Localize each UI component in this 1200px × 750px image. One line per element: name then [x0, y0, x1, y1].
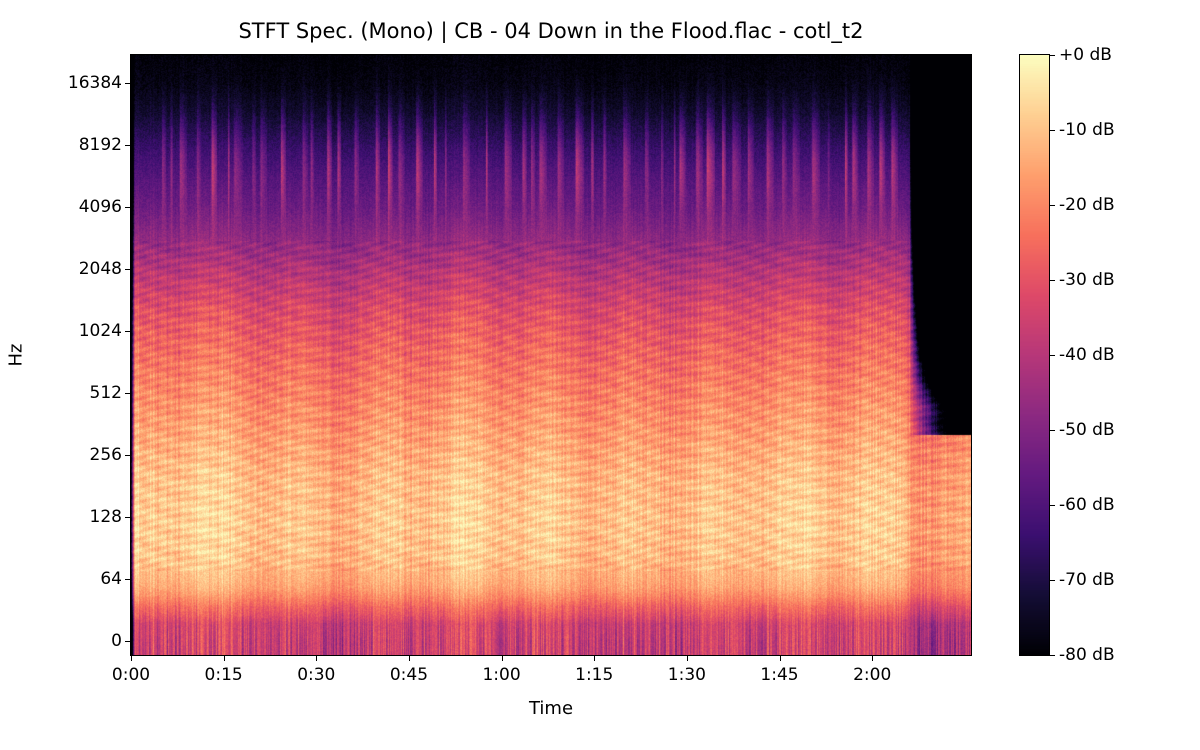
- y-tick-label: 8192: [78, 135, 122, 155]
- y-tick-label: 256: [89, 445, 122, 465]
- y-tick-label: 2048: [78, 259, 122, 279]
- x-tick-mark: [408, 656, 410, 661]
- x-tick-label: 0:00: [111, 665, 151, 685]
- colorbar-tick-label: +0 dB: [1059, 45, 1112, 65]
- y-tick-label: 4096: [78, 197, 122, 217]
- x-tick-mark: [316, 656, 318, 661]
- spectrogram-canvas: [131, 55, 971, 655]
- x-tick-label: 0:30: [297, 665, 336, 685]
- x-tick-label: 0:15: [204, 665, 243, 685]
- x-tick-label: 1:45: [760, 665, 799, 685]
- x-tick-label: 1:30: [667, 665, 706, 685]
- colorbar-tick-mark: [1050, 580, 1055, 581]
- y-tick-mark: [125, 393, 130, 394]
- colorbar-tick-mark: [1050, 505, 1055, 506]
- y-tick-mark: [125, 145, 130, 146]
- colorbar-tick-label: -80 dB: [1059, 645, 1115, 665]
- colorbar-tick-mark: [1050, 130, 1055, 131]
- colorbar-tick-label: -60 dB: [1059, 495, 1115, 515]
- y-tick-mark: [125, 207, 130, 208]
- colorbar-canvas: [1020, 55, 1049, 655]
- y-tick-mark: [125, 579, 130, 580]
- y-tick-label: 0: [111, 631, 122, 651]
- y-tick-label: 512: [89, 383, 122, 403]
- x-tick-mark: [686, 656, 688, 661]
- colorbar-tick-label: -50 dB: [1059, 420, 1115, 440]
- x-tick-mark: [501, 656, 503, 661]
- y-tick-mark: [125, 641, 130, 642]
- x-tick-label: 1:15: [575, 665, 614, 685]
- chart-title: STFT Spec. (Mono) | CB - 04 Down in the …: [238, 19, 864, 43]
- colorbar-tick-mark: [1050, 655, 1055, 656]
- x-tick-label: 0:45: [389, 665, 429, 685]
- y-tick-mark: [125, 331, 130, 332]
- y-tick-label: 64: [100, 569, 122, 589]
- x-tick-mark: [131, 656, 132, 661]
- plot-area: [130, 54, 972, 656]
- colorbar-tick-mark: [1050, 55, 1055, 56]
- colorbar-tick-mark: [1050, 280, 1055, 281]
- colorbar-tick-label: -30 dB: [1059, 270, 1115, 290]
- colorbar-tick-mark: [1050, 355, 1055, 356]
- x-tick-mark: [223, 656, 225, 661]
- y-tick-mark: [125, 269, 130, 270]
- colorbar-tick-label: -20 dB: [1059, 195, 1115, 215]
- y-tick-label: 1024: [78, 321, 122, 341]
- x-axis-label: Time: [528, 698, 574, 719]
- colorbar-tick-label: -40 dB: [1059, 345, 1115, 365]
- colorbar-tick-label: -10 dB: [1059, 120, 1115, 140]
- x-tick-mark: [872, 656, 874, 661]
- y-tick-mark: [125, 517, 130, 518]
- x-tick-label: 2:00: [853, 665, 892, 685]
- y-tick-label: 128: [89, 507, 122, 527]
- x-tick-label: 1:00: [482, 665, 521, 685]
- colorbar-tick-mark: [1050, 430, 1055, 431]
- colorbar-tick-mark: [1050, 205, 1055, 206]
- y-tick-label: 16384: [67, 73, 122, 93]
- y-axis-label: Hz: [5, 343, 27, 367]
- y-tick-mark: [125, 83, 130, 84]
- y-tick-mark: [125, 455, 130, 456]
- colorbar: [1019, 54, 1050, 656]
- x-tick-mark: [594, 656, 596, 661]
- colorbar-tick-label: -70 dB: [1059, 570, 1115, 590]
- x-tick-mark: [779, 656, 781, 661]
